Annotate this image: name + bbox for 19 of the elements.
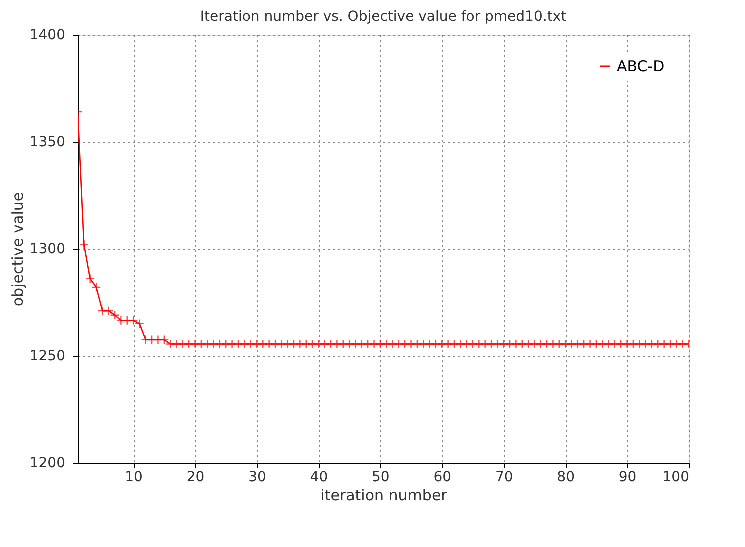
x-tick-label: 40 — [310, 470, 328, 486]
y-tick-label: 1300 — [30, 242, 66, 258]
x-tick-label: 70 — [495, 470, 514, 486]
y-axis-title: objective value — [8, 192, 27, 307]
legend-label: ABC-D — [617, 58, 665, 76]
x-tick-label: 100 — [662, 470, 690, 486]
y-tick-label: 1400 — [30, 28, 66, 44]
x-tick-label: 30 — [248, 470, 266, 486]
y-tick-label: 1250 — [30, 348, 66, 364]
x-tick-label: 80 — [557, 470, 575, 486]
y-tick-label: 1350 — [30, 134, 66, 150]
x-tick-label: 10 — [125, 470, 143, 486]
x-axis-title: iteration number — [320, 486, 448, 504]
chart-title: Iteration number vs. Objective value for pmed10.txt — [200, 9, 568, 25]
y-tick-label: 1200 — [30, 456, 66, 472]
x-tick-label: 90 — [618, 470, 637, 486]
x-tick-label: 60 — [434, 470, 452, 486]
x-tick-label: 20 — [186, 470, 205, 486]
x-tick-label: 50 — [372, 470, 390, 486]
